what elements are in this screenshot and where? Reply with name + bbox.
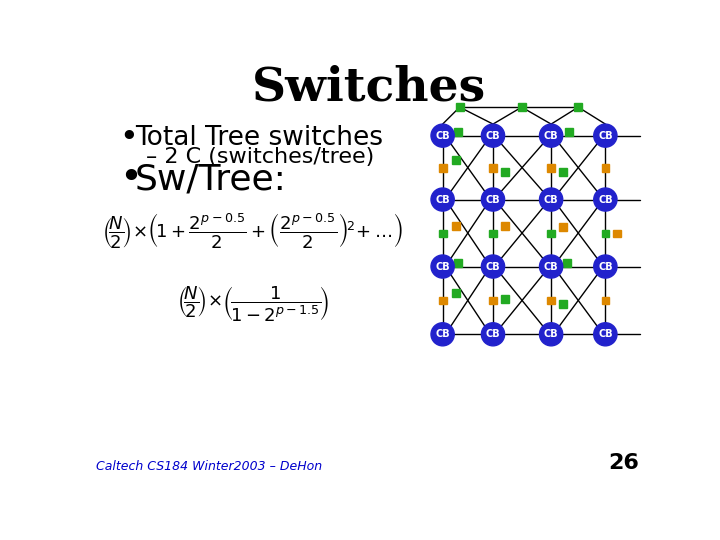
Text: $\left(\!\dfrac{N}{2}\!\right)\!\times\!\left(\!\dfrac{1}{1-2^{p-1.5}}\!\right)$: $\left(\!\dfrac{N}{2}\!\right)\!\times\!… — [176, 284, 329, 323]
Bar — [489, 164, 497, 172]
Circle shape — [594, 323, 617, 346]
Text: CB: CB — [598, 194, 613, 205]
Bar — [452, 157, 459, 164]
Text: •: • — [120, 159, 143, 197]
Bar — [518, 103, 526, 111]
Text: CB: CB — [486, 131, 500, 140]
Bar — [601, 296, 609, 304]
Circle shape — [431, 124, 454, 147]
Text: Total Tree switches: Total Tree switches — [135, 125, 383, 151]
Circle shape — [539, 188, 563, 211]
Bar — [500, 222, 508, 230]
Bar — [438, 230, 446, 237]
Bar — [489, 230, 497, 237]
Text: CB: CB — [598, 131, 613, 140]
Text: CB: CB — [436, 131, 450, 140]
Bar — [500, 295, 508, 303]
Bar — [454, 259, 462, 267]
Bar — [563, 259, 570, 267]
Bar — [601, 230, 609, 237]
Bar — [613, 230, 621, 237]
Text: CB: CB — [544, 194, 559, 205]
Circle shape — [431, 323, 454, 346]
Text: Caltech CS184 Winter2003 – DeHon: Caltech CS184 Winter2003 – DeHon — [96, 460, 323, 473]
Circle shape — [482, 323, 505, 346]
Text: •: • — [120, 123, 138, 153]
Text: CB: CB — [436, 261, 450, 272]
Bar — [559, 300, 567, 308]
Bar — [452, 222, 459, 230]
Circle shape — [539, 124, 563, 147]
Bar — [559, 168, 567, 176]
Text: CB: CB — [544, 261, 559, 272]
Text: CB: CB — [486, 194, 500, 205]
Bar — [559, 224, 567, 231]
Circle shape — [539, 255, 563, 278]
Text: CB: CB — [486, 261, 500, 272]
Bar — [500, 168, 508, 176]
Bar — [452, 289, 459, 296]
Text: Switches: Switches — [252, 65, 486, 111]
Bar — [547, 230, 555, 237]
Text: CB: CB — [436, 329, 450, 339]
Bar — [547, 164, 555, 172]
Bar — [456, 103, 464, 111]
Bar — [438, 296, 446, 304]
Circle shape — [594, 255, 617, 278]
Text: $\left(\!\dfrac{N}{2}\!\right)\!\times\!\left(\!1+\dfrac{2^{p-0.5}}{2}+\left(\df: $\left(\!\dfrac{N}{2}\!\right)\!\times\!… — [102, 211, 403, 250]
Circle shape — [482, 255, 505, 278]
Bar — [565, 128, 573, 136]
Text: CB: CB — [486, 329, 500, 339]
Text: CB: CB — [598, 329, 613, 339]
Text: CB: CB — [544, 131, 559, 140]
Circle shape — [594, 188, 617, 211]
Bar — [489, 296, 497, 304]
Text: 26: 26 — [608, 453, 639, 473]
Circle shape — [539, 323, 563, 346]
Bar — [601, 164, 609, 172]
Bar — [575, 103, 582, 111]
Bar — [454, 128, 462, 136]
Circle shape — [482, 124, 505, 147]
Text: – 2 C (switches/tree): – 2 C (switches/tree) — [145, 147, 374, 167]
Bar — [547, 296, 555, 304]
Bar — [438, 164, 446, 172]
Text: CB: CB — [436, 194, 450, 205]
Circle shape — [482, 188, 505, 211]
Circle shape — [594, 124, 617, 147]
Text: CB: CB — [598, 261, 613, 272]
Text: Sw/Tree:: Sw/Tree: — [135, 163, 287, 197]
Text: CB: CB — [544, 329, 559, 339]
Circle shape — [431, 188, 454, 211]
Circle shape — [431, 255, 454, 278]
